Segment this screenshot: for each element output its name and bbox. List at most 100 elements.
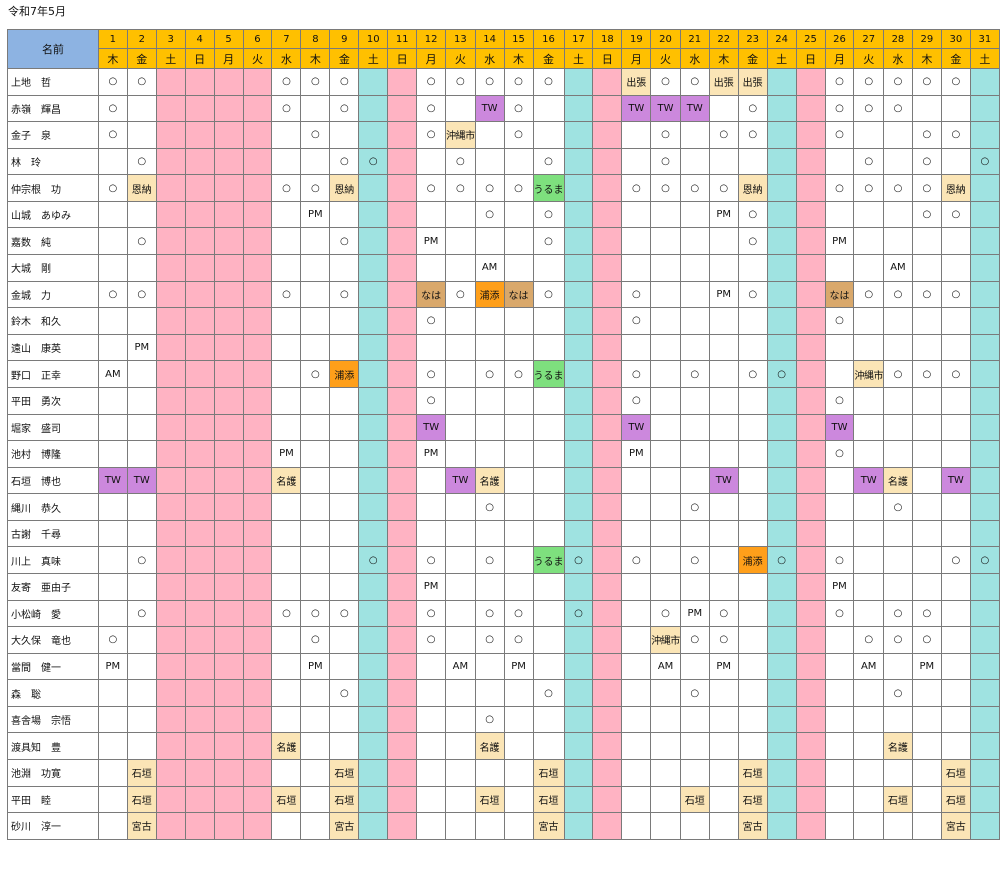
schedule-cell[interactable]: [445, 227, 476, 256]
schedule-cell[interactable]: [213, 652, 244, 681]
schedule-cell[interactable]: ○: [532, 227, 565, 256]
schedule-cell[interactable]: ○: [300, 121, 331, 149]
schedule-cell[interactable]: [126, 572, 157, 601]
schedule-cell[interactable]: [445, 812, 476, 840]
schedule-cell[interactable]: [737, 147, 768, 176]
schedule-cell[interactable]: [621, 466, 652, 495]
schedule-cell[interactable]: [882, 705, 913, 734]
schedule-cell[interactable]: [969, 174, 1000, 202]
schedule-cell[interactable]: [242, 360, 273, 388]
schedule-cell[interactable]: [242, 679, 273, 707]
schedule-cell[interactable]: ○: [708, 626, 739, 654]
schedule-cell[interactable]: [213, 174, 244, 202]
schedule-cell[interactable]: ○: [650, 174, 681, 202]
schedule-cell[interactable]: ○: [271, 174, 302, 202]
schedule-cell[interactable]: [97, 493, 128, 521]
schedule-cell[interactable]: [911, 759, 942, 787]
schedule-cell[interactable]: [824, 812, 855, 840]
schedule-cell[interactable]: [213, 413, 244, 442]
schedule-cell[interactable]: [155, 147, 186, 176]
schedule-cell[interactable]: ○: [824, 599, 855, 628]
schedule-cell[interactable]: [242, 227, 273, 256]
schedule-cell[interactable]: [329, 440, 360, 468]
schedule-cell[interactable]: [563, 174, 594, 202]
schedule-cell[interactable]: ○: [503, 94, 534, 123]
schedule-cell[interactable]: PM: [300, 652, 331, 681]
schedule-cell[interactable]: ○: [474, 174, 505, 202]
schedule-cell[interactable]: ○: [474, 626, 505, 654]
schedule-cell[interactable]: [563, 254, 594, 282]
schedule-cell[interactable]: [737, 307, 768, 335]
schedule-cell[interactable]: [445, 200, 476, 229]
schedule-cell[interactable]: [737, 333, 768, 362]
schedule-cell[interactable]: 浦添: [737, 546, 768, 574]
schedule-cell[interactable]: [766, 174, 797, 202]
schedule-cell[interactable]: [387, 440, 418, 468]
schedule-cell[interactable]: [184, 519, 215, 548]
schedule-cell[interactable]: 恩納: [126, 174, 157, 202]
schedule-cell[interactable]: [766, 519, 797, 548]
schedule-cell[interactable]: ○: [679, 626, 710, 654]
schedule-cell[interactable]: ○: [708, 121, 739, 149]
schedule-cell[interactable]: [329, 572, 360, 601]
schedule-cell[interactable]: [387, 121, 418, 149]
schedule-cell[interactable]: [271, 307, 302, 335]
schedule-cell[interactable]: うるま: [532, 174, 565, 202]
schedule-cell[interactable]: [853, 759, 884, 787]
schedule-cell[interactable]: [532, 333, 565, 362]
schedule-cell[interactable]: [592, 386, 623, 415]
schedule-cell[interactable]: [853, 599, 884, 628]
schedule-cell[interactable]: ○: [474, 493, 505, 521]
schedule-cell[interactable]: [650, 280, 681, 309]
schedule-cell[interactable]: [853, 121, 884, 149]
schedule-cell[interactable]: ○: [474, 360, 505, 388]
schedule-cell[interactable]: [853, 812, 884, 840]
schedule-cell[interactable]: [940, 413, 971, 442]
schedule-cell[interactable]: ○: [911, 626, 942, 654]
schedule-cell[interactable]: [329, 732, 360, 761]
schedule-cell[interactable]: ○: [737, 200, 768, 229]
schedule-cell[interactable]: [737, 493, 768, 521]
schedule-cell[interactable]: [679, 812, 710, 840]
schedule-cell[interactable]: [532, 94, 565, 123]
schedule-cell[interactable]: [329, 652, 360, 681]
schedule-cell[interactable]: [213, 705, 244, 734]
schedule-cell[interactable]: [97, 785, 128, 814]
schedule-cell[interactable]: [795, 121, 826, 149]
schedule-cell[interactable]: [795, 280, 826, 309]
schedule-cell[interactable]: 沖縄市: [853, 360, 884, 388]
schedule-cell[interactable]: [242, 652, 273, 681]
schedule-cell[interactable]: [184, 413, 215, 442]
schedule-cell[interactable]: [708, 386, 739, 415]
schedule-cell[interactable]: [737, 626, 768, 654]
schedule-cell[interactable]: ○: [97, 121, 128, 149]
schedule-cell[interactable]: [329, 200, 360, 229]
schedule-cell[interactable]: [532, 599, 565, 628]
schedule-cell[interactable]: ○: [474, 546, 505, 574]
schedule-cell[interactable]: [242, 174, 273, 202]
schedule-cell[interactable]: [592, 626, 623, 654]
schedule-cell[interactable]: ○: [503, 599, 534, 628]
schedule-cell[interactable]: [445, 493, 476, 521]
schedule-cell[interactable]: [795, 812, 826, 840]
schedule-cell[interactable]: [474, 333, 505, 362]
schedule-cell[interactable]: [271, 200, 302, 229]
schedule-cell[interactable]: [766, 68, 797, 96]
schedule-cell[interactable]: ○: [621, 174, 652, 202]
schedule-cell[interactable]: [650, 732, 681, 761]
schedule-cell[interactable]: [155, 519, 186, 548]
schedule-cell[interactable]: [621, 732, 652, 761]
schedule-cell[interactable]: [358, 572, 389, 601]
schedule-cell[interactable]: [969, 333, 1000, 362]
schedule-cell[interactable]: ○: [329, 227, 360, 256]
schedule-cell[interactable]: [155, 227, 186, 256]
schedule-cell[interactable]: ○: [563, 599, 594, 628]
schedule-cell[interactable]: [387, 679, 418, 707]
schedule-cell[interactable]: なは: [416, 280, 447, 309]
schedule-cell[interactable]: [503, 493, 534, 521]
schedule-cell[interactable]: [882, 652, 913, 681]
schedule-cell[interactable]: [474, 413, 505, 442]
schedule-cell[interactable]: 宮古: [329, 812, 360, 840]
schedule-cell[interactable]: [795, 200, 826, 229]
schedule-cell[interactable]: [155, 493, 186, 521]
